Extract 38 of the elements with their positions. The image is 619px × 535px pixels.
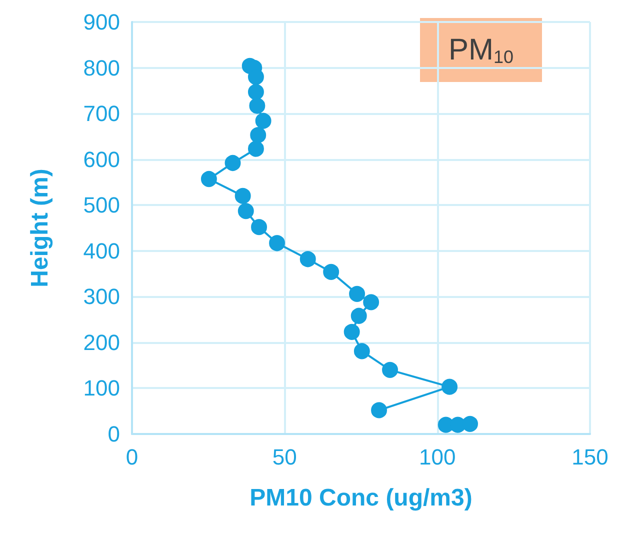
y-tick-label: 0 — [108, 422, 120, 446]
point — [269, 235, 286, 252]
y-tick-label: 100 — [83, 376, 120, 401]
point — [323, 264, 340, 280]
point — [249, 98, 266, 114]
point — [349, 286, 366, 302]
y-tick-label: 700 — [83, 101, 120, 126]
y-tick-label: 600 — [83, 146, 120, 172]
point — [350, 308, 367, 324]
point — [354, 343, 370, 360]
x-axis-title: PM10 Conc (ug/m3) — [250, 484, 472, 512]
point — [250, 127, 266, 144]
y-tick-label: 500 — [83, 192, 120, 218]
point — [382, 362, 398, 378]
y-tick-label: 900 — [83, 10, 120, 34]
point — [200, 171, 217, 188]
point — [371, 402, 388, 418]
x-tick-label: 100 — [418, 444, 456, 470]
x-tick-label: 50 — [272, 444, 297, 470]
y-tick-label: 400 — [83, 238, 120, 264]
point — [224, 155, 241, 171]
y-tick-label: 800 — [83, 55, 120, 80]
point — [238, 203, 254, 220]
point — [248, 140, 264, 157]
x-tick-label: 150 — [572, 444, 608, 470]
point — [234, 188, 251, 204]
point — [442, 378, 458, 395]
point — [255, 112, 272, 129]
point — [462, 416, 478, 432]
x-tick-label: 0 — [126, 444, 138, 470]
point — [300, 251, 316, 268]
y-tick-label: 300 — [83, 284, 120, 310]
point — [251, 219, 268, 236]
point — [363, 294, 380, 310]
point — [248, 84, 264, 100]
y-tick-label: 200 — [83, 330, 120, 355]
point — [344, 324, 360, 340]
y-axis-title: Height (m) — [26, 168, 54, 288]
